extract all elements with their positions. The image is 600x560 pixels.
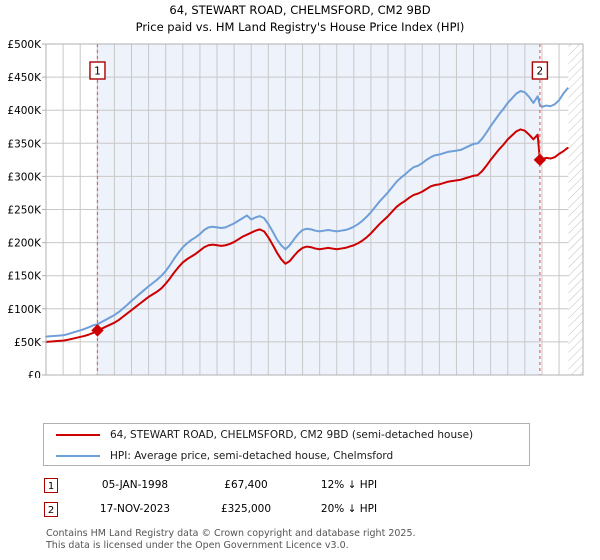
y-axis-tick-labels: £0 £50K £100K £150K £200K £250K £300K £350K £400… xyxy=(7,39,42,378)
legend-item-price-paid: 64, STEWART ROAD, CHELMSFORD, CM2 9BD (s… xyxy=(44,425,529,445)
line-price-paid xyxy=(45,128,569,343)
axes xyxy=(42,43,584,376)
future-hatch-band xyxy=(568,44,583,375)
page-title: 64, STEWART ROAD, CHELMSFORD, CM2 9BD xyxy=(169,3,431,17)
transactions-table: 1 05-JAN-1998 £67,400 12% ↓ HPI 2 17-NOV… xyxy=(44,473,464,521)
transaction-price: £325,000 xyxy=(220,503,272,515)
transaction-date: 17-NOV-2023 xyxy=(99,503,171,515)
transaction-point-1 xyxy=(91,324,104,337)
transaction-marker-lines xyxy=(96,44,541,375)
status-badge: 2 xyxy=(44,501,58,517)
transaction-hpi-delta: 20% ↓ HPI xyxy=(320,503,378,515)
legend-swatch-price-paid xyxy=(56,434,100,436)
y-tick-label: £450K xyxy=(7,72,42,84)
y-tick-label: £50K xyxy=(14,337,42,349)
footer-line-licence: This data is licensed under the Open Gov… xyxy=(46,539,349,551)
y-tick-label: £500K xyxy=(7,39,42,51)
marker-badge-label-1: 1 xyxy=(94,66,101,78)
y-tick-label: £0 xyxy=(28,370,41,378)
legend-label-price-paid: 64, STEWART ROAD, CHELMSFORD, CM2 9BD (s… xyxy=(110,429,474,441)
legend-item-hpi: HPI: Average price, semi-detached house,… xyxy=(44,446,529,466)
y-tick-label: £150K xyxy=(7,271,42,283)
transaction-points xyxy=(91,153,547,337)
status-badge: 1 xyxy=(44,477,58,493)
projection-hatch xyxy=(568,44,583,375)
table-row: 2 17-NOV-2023 £325,000 20% ↓ HPI xyxy=(44,497,464,521)
transaction-point-2 xyxy=(533,153,547,167)
y-tick-label: £400K xyxy=(7,105,42,117)
y-tick-label: £100K xyxy=(7,304,42,316)
y-tick-label: £200K xyxy=(7,238,42,250)
line-hpi xyxy=(45,87,569,338)
transaction-hpi-delta: 12% ↓ HPI xyxy=(320,479,378,491)
y-tick-label: £250K xyxy=(7,205,42,217)
chart-area: £0 £50K £100K £150K £200K £250K £300K £350K £400… xyxy=(0,38,600,378)
chart-title-block: 64, STEWART ROAD, CHELMSFORD, CM2 9BD Pr… xyxy=(0,2,600,36)
legend-swatch-hpi xyxy=(56,455,100,457)
y-tick-label: £300K xyxy=(7,171,42,183)
series-lines xyxy=(45,87,569,343)
attribution-footer: Contains HM Land Registry data © Crown c… xyxy=(46,528,586,551)
transaction-date: 05-JAN-1998 xyxy=(101,479,169,491)
chart-legend: 64, STEWART ROAD, CHELMSFORD, CM2 9BD (s… xyxy=(43,423,530,466)
table-row: 1 05-JAN-1998 £67,400 12% ↓ HPI xyxy=(44,473,464,497)
marker-badge-box-1 xyxy=(89,61,106,80)
footer-line-copyright: Contains HM Land Registry data © Crown c… xyxy=(46,528,416,539)
legend-label-hpi: HPI: Average price, semi-detached house,… xyxy=(110,450,394,462)
page-subtitle: Price paid vs. HM Land Registry's House … xyxy=(135,20,465,34)
marker-badge-box-2 xyxy=(531,61,549,80)
y-tick-label: £350K xyxy=(7,138,42,150)
price-history-line-chart: £0 £50K £100K £150K £200K £250K £300K £350K £400… xyxy=(7,39,584,378)
marker-badge-label-2: 2 xyxy=(537,66,544,78)
transaction-price: £67,400 xyxy=(224,479,268,491)
